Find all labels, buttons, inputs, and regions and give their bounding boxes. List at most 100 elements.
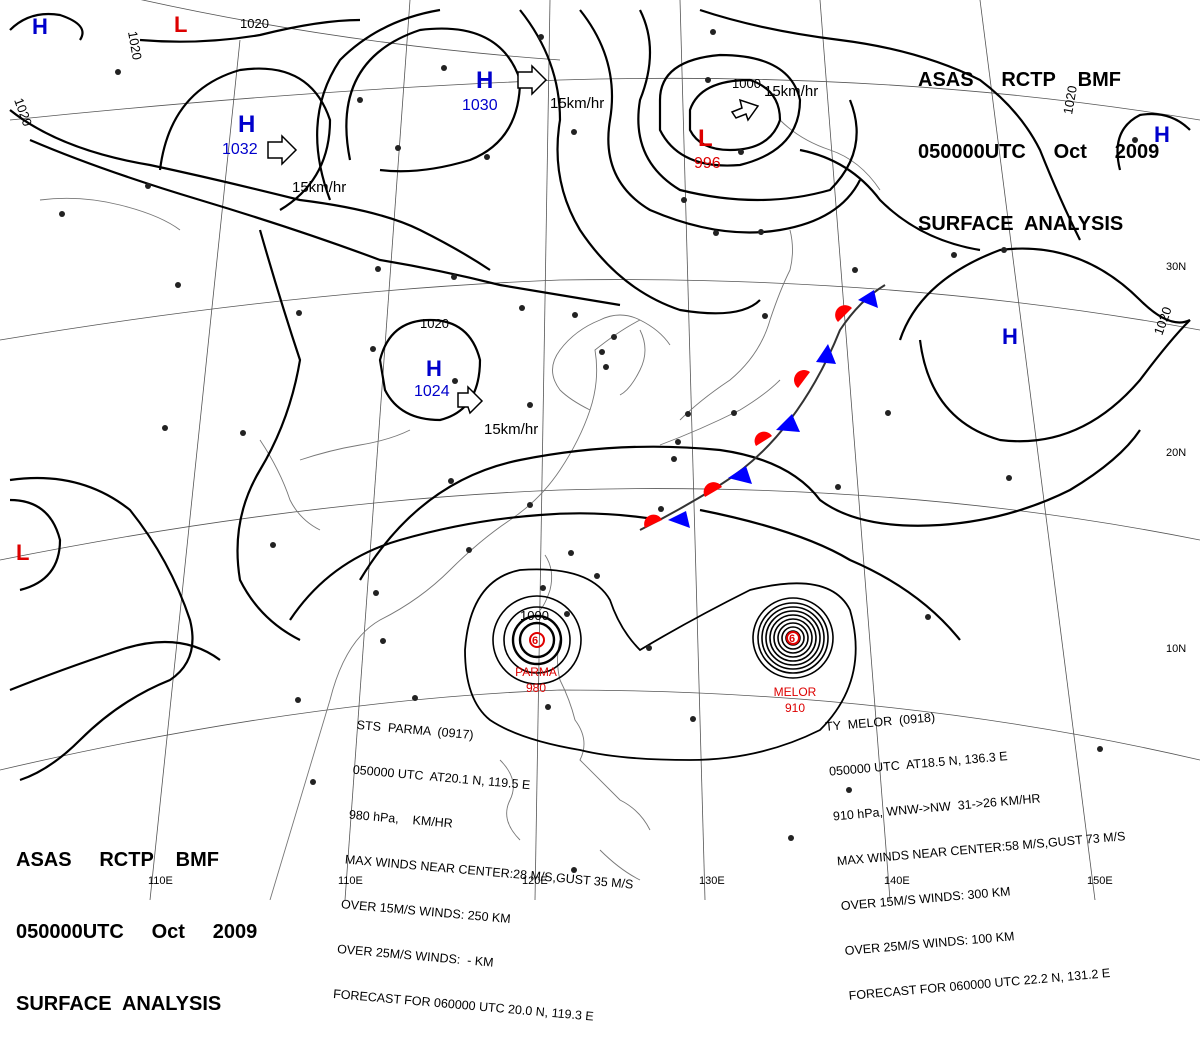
- isobar: [345, 27, 522, 173]
- isobar: [378, 318, 482, 422]
- high-pressure-value: 1030: [462, 97, 498, 114]
- lon-label: 150E: [1087, 875, 1113, 887]
- warm-front-semicircle: [794, 370, 810, 388]
- parma-info-block: STS PARMA (0917) 050000 UTC AT20.1 N, 11…: [331, 688, 648, 1042]
- motion-label: 15km/hr: [550, 95, 604, 112]
- isobar: [139, 18, 361, 43]
- high-pressure-marker: H: [238, 111, 255, 138]
- typhoon-name-parma: PARMA: [515, 665, 557, 679]
- motion-arrow: [730, 98, 760, 122]
- motion-arrow: [267, 134, 298, 166]
- motion-label: 15km/hr: [292, 179, 346, 196]
- typhoon-pressure-melor: 910: [785, 701, 805, 715]
- isobar-label: 1000: [732, 76, 761, 91]
- isobar: [637, 9, 858, 202]
- svg-text:6: 6: [789, 633, 795, 645]
- header-line-1: ASAS RCTP BMF: [918, 69, 1121, 91]
- melor-info-line: 050000 UTC AT18.5 N, 136.3 E: [828, 749, 1009, 779]
- isobars: [9, 8, 1191, 782]
- isobar: [9, 109, 491, 271]
- melor-info-line: MAX WINDS NEAR CENTER:58 M/S,GUST 73 M/S: [836, 829, 1126, 869]
- motion-arrow: [517, 64, 548, 96]
- parma-isobars: [464, 568, 857, 761]
- graticule: [0, 0, 1200, 900]
- isobar: [9, 476, 194, 782]
- melor-info-block: TY MELOR (0918) 050000 UTC AT18.5 N, 136…: [822, 665, 1139, 1019]
- header-line-3: SURFACE ANALYSIS: [16, 993, 222, 1015]
- isobar: [316, 8, 441, 201]
- lat-label: 10N: [1166, 643, 1186, 655]
- parma-info-line: FORECAST FOR 060000 UTC 20.0 N, 119.3 E: [332, 986, 595, 1024]
- lon-label: 130E: [699, 875, 725, 887]
- isobar: [359, 429, 1141, 581]
- motion-label: 15km/hr: [484, 421, 538, 438]
- isobar-label: 1020: [240, 16, 269, 31]
- svg-text:6: 6: [532, 635, 538, 647]
- isobar: [799, 148, 981, 252]
- isobar: [579, 9, 861, 234]
- warm-front-semicircle: [644, 514, 662, 528]
- cold-front-triangle: [728, 466, 752, 484]
- isobar: [898, 247, 1191, 341]
- cold-front-triangle: [668, 511, 690, 528]
- high-pressure-marker: H: [1154, 122, 1170, 147]
- isobar: [9, 498, 62, 592]
- station-plots: [59, 29, 1138, 873]
- high-pressure-marker: H: [32, 14, 48, 39]
- motion-label: 15km/hr: [764, 83, 818, 100]
- warm-front-semicircle: [835, 305, 852, 322]
- parma-info-line: OVER 25M/S WINDS: - KM: [336, 942, 495, 970]
- isobar: [658, 53, 802, 167]
- high-pressure-marker: H: [1002, 324, 1018, 349]
- coastlines: [39, 119, 881, 900]
- header-top-right: ASAS RCTP BMF 050000UTC Oct 2009 SURFACE…: [918, 20, 1159, 260]
- parma-info-line: OVER 15M/S WINDS: 250 KM: [340, 897, 512, 926]
- lon-label: 120E: [522, 875, 548, 887]
- typhoon-symbol-melor: 6: [786, 631, 800, 645]
- isobar: [918, 319, 1191, 443]
- high-pressure-marker: H: [476, 67, 493, 94]
- weather-map: 6 6: [0, 0, 1200, 900]
- isobar-label: 1020: [420, 316, 449, 331]
- isobar: [699, 8, 1081, 241]
- lat-label: 20N: [1166, 447, 1186, 459]
- header-line-3: SURFACE ANALYSIS: [918, 213, 1124, 235]
- isobar: [1116, 112, 1191, 171]
- high-pressure-value: 1032: [222, 141, 258, 158]
- header-line-2: 050000UTC Oct 2009: [918, 141, 1160, 163]
- parma-info-line: MAX WINDS NEAR CENTER:28 M/S,GUST 35 M/S: [344, 852, 634, 892]
- motion-arrows: [267, 64, 760, 415]
- isobar: [236, 229, 302, 641]
- typhoon-pressure-parma: 980: [526, 681, 546, 695]
- isobar-label: 1020: [1060, 84, 1080, 115]
- warm-front-semicircle: [754, 431, 772, 446]
- isobar: [688, 78, 782, 152]
- lon-label: 140E: [884, 875, 910, 887]
- cold-front-triangle: [776, 414, 800, 432]
- typhoon-symbol-parma: 6: [529, 632, 545, 648]
- melor-info-line: FORECAST FOR 060000 UTC 22.2 N, 131.2 E: [848, 965, 1111, 1003]
- isobar: [29, 138, 621, 307]
- parma-info-line: STS PARMA (0917): [356, 717, 475, 743]
- header-line-2: 050000UTC Oct 2009: [16, 921, 258, 943]
- header-line-1: ASAS RCTP BMF: [16, 849, 219, 871]
- low-pressure-marker: L: [16, 540, 29, 565]
- header-bottom-left: ASAS RCTP BMF 050000UTC Oct 2009 SURFACE…: [16, 800, 257, 1040]
- isobar: [519, 9, 761, 315]
- low-pressure-marker: L: [698, 125, 713, 152]
- parma-info-line: 050000 UTC AT20.1 N, 119.5 E: [352, 762, 531, 793]
- isobar-label: 1020: [125, 30, 145, 61]
- isobar: [9, 12, 84, 41]
- lon-label: 110E: [148, 875, 173, 887]
- melor-isobars: [752, 597, 834, 679]
- lat-label: 30N: [1166, 261, 1186, 273]
- melor-info-line: 910 hPa, WNW->NW 31->26 KM/HR: [832, 791, 1042, 824]
- parma-info-line: 980 hPa, KM/HR: [348, 807, 454, 831]
- warm-front-semicircle: [703, 482, 722, 497]
- lon-label: 110E: [338, 875, 363, 887]
- cold-front-triangle: [816, 344, 836, 364]
- motion-arrow: [457, 385, 484, 415]
- isobar-label: 1000: [520, 608, 549, 623]
- melor-info-line: OVER 15M/S WINDS: 300 KM: [840, 884, 1012, 914]
- isobar: [9, 640, 221, 692]
